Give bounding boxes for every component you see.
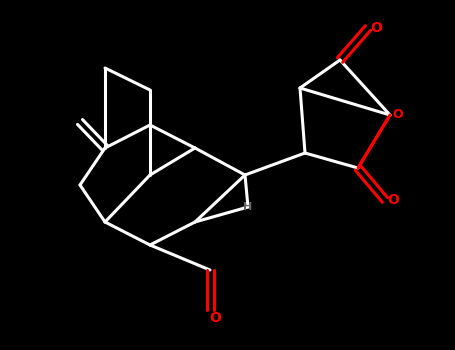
Text: O: O bbox=[209, 311, 221, 325]
Text: O: O bbox=[370, 21, 382, 35]
Text: O: O bbox=[393, 108, 403, 121]
Text: H: H bbox=[243, 202, 253, 212]
Text: O: O bbox=[387, 193, 399, 207]
